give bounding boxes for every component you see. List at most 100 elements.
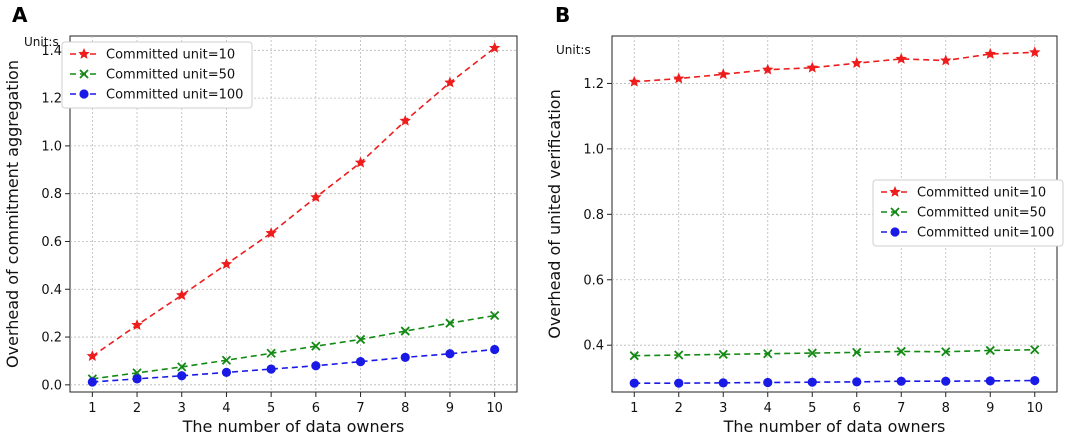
legend-entry: Committed unit=50 [106, 68, 235, 83]
data-point [354, 156, 367, 168]
legend-box [872, 179, 1064, 247]
series-line [634, 51, 1035, 83]
legend-entry: Committed unit=10 [106, 48, 235, 63]
series-circle [629, 375, 1040, 388]
data-point [221, 355, 232, 365]
panel-label: A [12, 3, 28, 27]
legend-marker [78, 48, 90, 59]
x-tick-label: 10 [1026, 401, 1043, 416]
x-tick-label: 10 [486, 401, 503, 416]
x-tick-label: 5 [267, 401, 275, 416]
data-point [265, 227, 277, 238]
data-point [852, 377, 862, 387]
data-point [445, 349, 455, 359]
series-x [87, 310, 500, 384]
x-tick-label: 6 [312, 401, 320, 416]
data-point [444, 76, 456, 88]
y-tick-label: 1.4 [41, 44, 62, 59]
data-point [1030, 345, 1040, 355]
data-point [176, 289, 188, 301]
x-axis-label: The number of data owners [723, 417, 946, 435]
data-point [1029, 46, 1041, 58]
x-tick-label: 2 [133, 401, 141, 416]
data-point [985, 345, 995, 356]
y-tick-label: 1.2 [583, 77, 604, 92]
legend-entry: Committed unit=100 [917, 226, 1054, 241]
data-point [852, 347, 862, 358]
x-tick-label: 3 [719, 401, 727, 416]
data-point [490, 344, 500, 355]
legend-marker [890, 207, 900, 217]
y-tick-label: 0.4 [41, 283, 62, 298]
data-point [895, 52, 907, 64]
data-point [941, 376, 951, 386]
data-point [490, 310, 500, 321]
data-point [266, 364, 276, 374]
data-point [673, 72, 685, 84]
legend-marker [890, 227, 900, 237]
series-line [634, 379, 1035, 384]
x-tick-label: 6 [853, 401, 861, 416]
data-point [896, 376, 906, 386]
x-axis-label: The number of data owners [182, 417, 405, 435]
chart-panel-b: 1 2 3 4 5 6 7 8 9 10 0.4 0.6 0.8 1.0 1.2 The number of … [545, 3, 1064, 436]
data-point [984, 48, 996, 59]
data-point [807, 377, 817, 387]
series-line [91, 47, 496, 357]
y-tick-label: 0.8 [41, 187, 62, 202]
data-point [221, 367, 232, 378]
data-point [311, 341, 321, 351]
data-point [717, 68, 729, 80]
series-star [628, 46, 1041, 87]
legend: Committed unit=10 Committed unit=50 Commit… [61, 41, 253, 109]
legend-entry: Committed unit=100 [106, 88, 243, 103]
data-point [896, 346, 906, 357]
y-tick-label: 0.2 [41, 331, 62, 346]
y-tick-label: 0.6 [583, 273, 604, 288]
x-tick-label: 1 [630, 401, 638, 416]
series-line [92, 348, 495, 383]
data-point [310, 191, 322, 203]
y-axis-label: Overhead of united verification [545, 89, 564, 339]
data-point [266, 348, 276, 358]
x-tick-label: 2 [675, 401, 683, 416]
data-point [629, 378, 639, 388]
y-tick-label: 0.0 [41, 378, 62, 393]
x-tick-label: 4 [222, 401, 230, 416]
data-point [1030, 375, 1040, 386]
data-point [355, 334, 366, 345]
series-line [634, 348, 1035, 357]
x-tick-label: 3 [178, 401, 186, 416]
data-point [132, 374, 142, 384]
data-point [763, 349, 773, 359]
data-point [629, 351, 639, 361]
data-point [807, 348, 817, 358]
series-circle [87, 344, 500, 387]
chart-panel-a: 1 2 3 4 5 6 7 8 9 10 0.0 0.2 0.4 0.6 0.8 1.0 1.2 1.4 The n… [3, 3, 518, 436]
x-tick-label: 8 [401, 401, 409, 416]
legend: Committed unit=10 Committed unit=50 Commit… [872, 179, 1064, 247]
series-x [629, 345, 1040, 361]
y-tick-label: 0.6 [41, 235, 62, 250]
data-point [806, 61, 818, 73]
data-point [488, 41, 501, 53]
x-tick-label: 1 [88, 401, 96, 416]
data-point [985, 376, 995, 386]
data-point [674, 378, 684, 388]
y-tick-label: 1.0 [41, 139, 62, 154]
data-point [718, 378, 728, 388]
data-point [763, 377, 773, 388]
x-tick-label: 5 [808, 401, 816, 416]
legend-marker [79, 89, 89, 99]
legend-marker [889, 186, 901, 197]
unit-label: Unit:s [556, 43, 591, 57]
x-tick-label: 8 [942, 401, 950, 416]
data-point [400, 352, 410, 362]
legend-box [61, 41, 253, 109]
x-tick-label: 9 [446, 401, 454, 416]
data-point [399, 114, 411, 126]
data-point [400, 326, 410, 336]
legend-entry: Committed unit=50 [917, 206, 1046, 221]
